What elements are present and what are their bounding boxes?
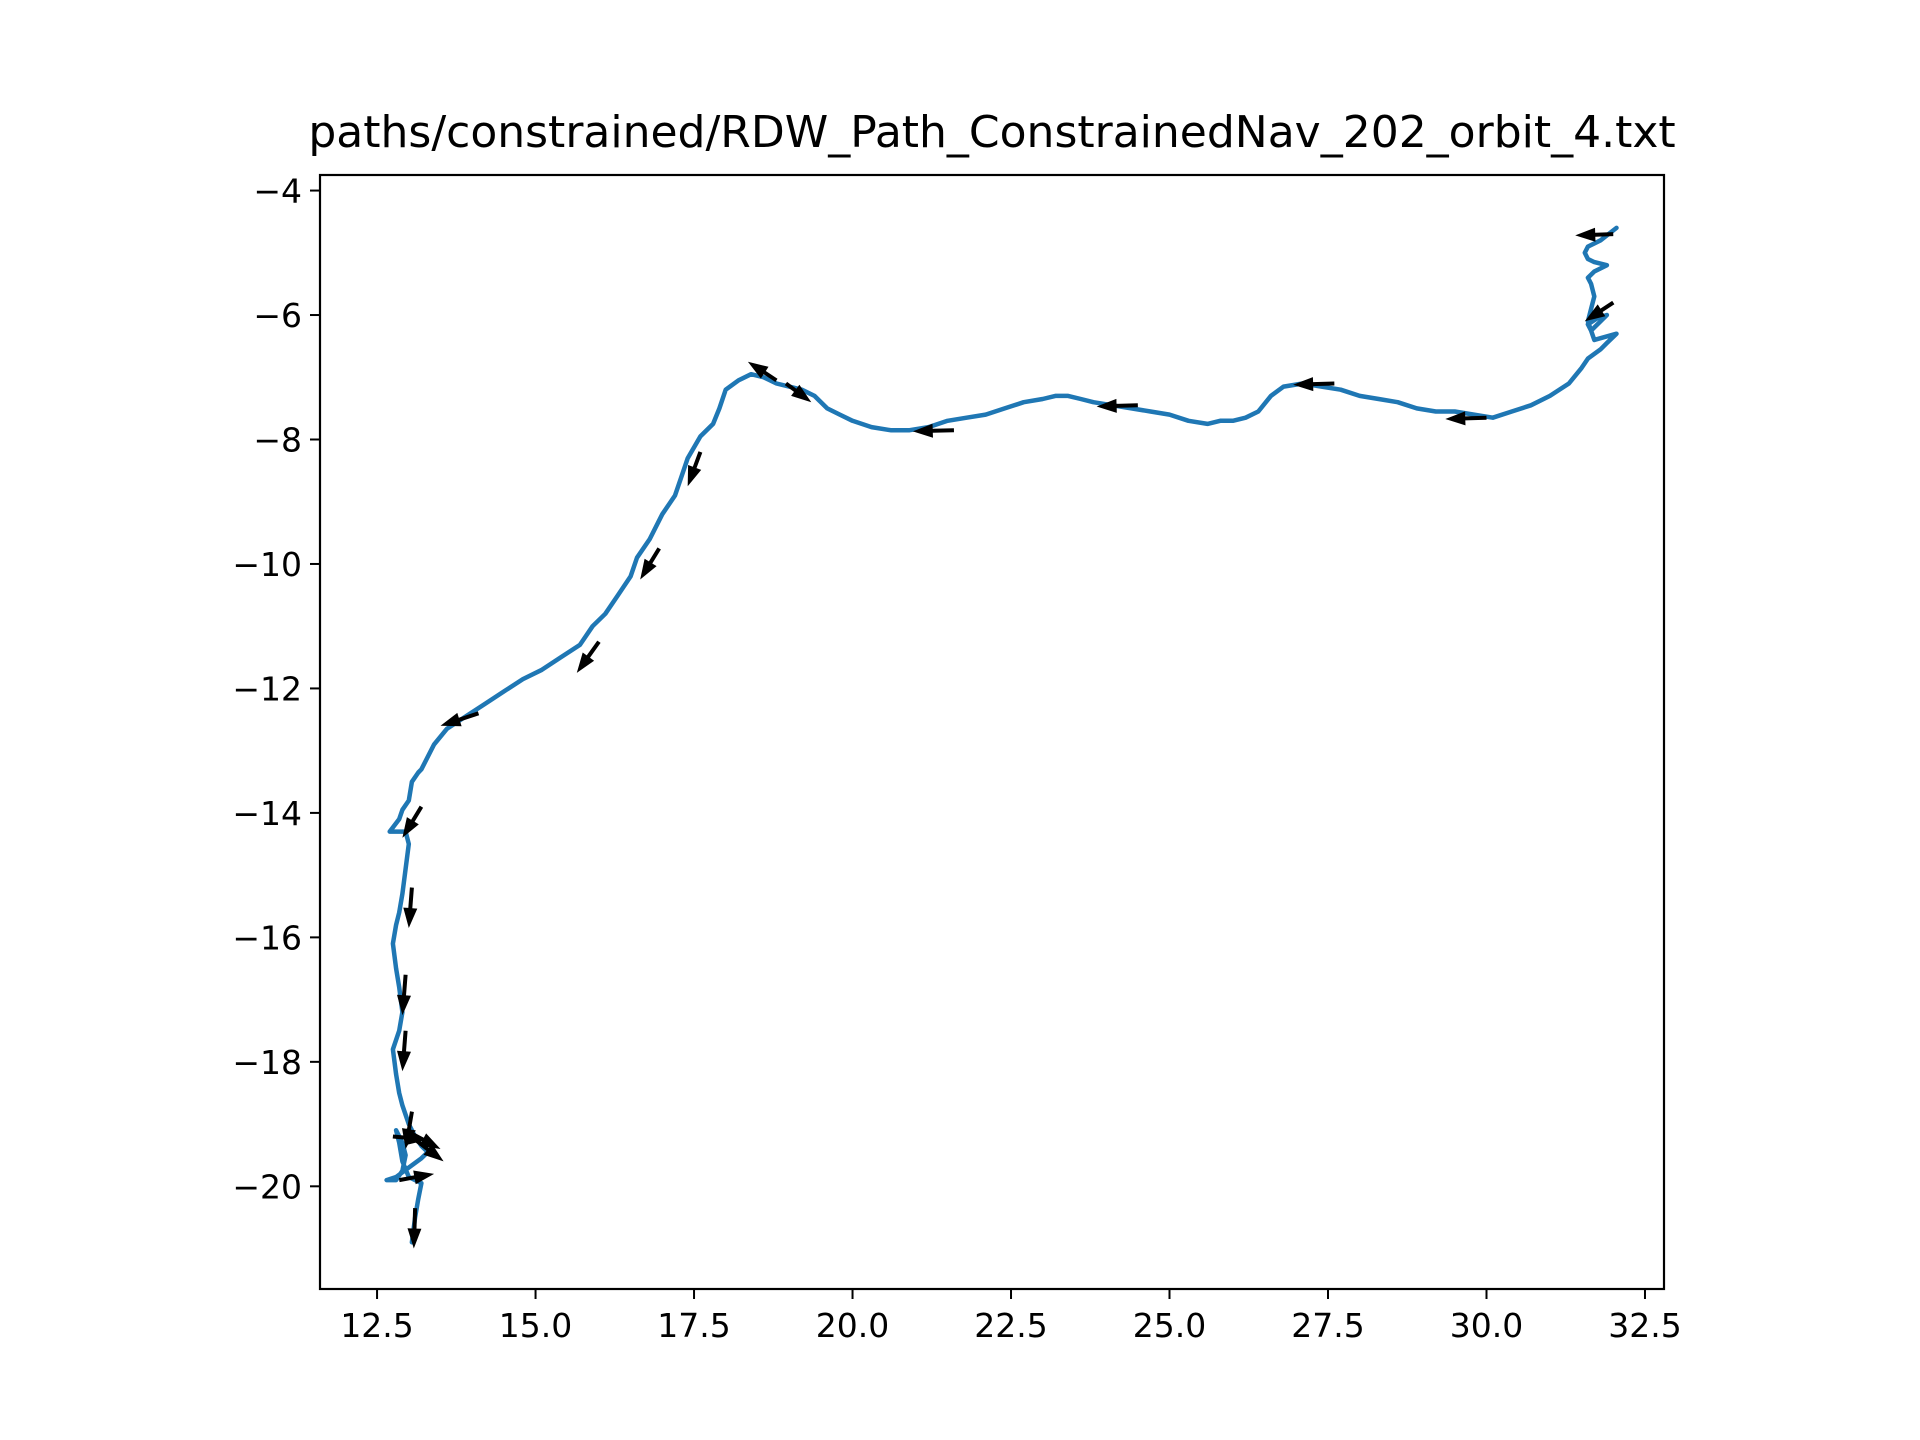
heading-arrow [397, 1030, 411, 1072]
x-tick-label: 15.0 [499, 1306, 572, 1345]
heading-arrow [403, 887, 418, 928]
x-tick-label: 25.0 [1133, 1306, 1206, 1345]
axes-frame [318, 173, 1666, 1291]
y-axis: −4 −6 −8 −10 −12 −14 −16 −18 −20 [232, 172, 320, 1206]
y-tick-label: −12 [232, 669, 302, 708]
heading-arrow [397, 974, 411, 1016]
x-tick-label: 32.5 [1608, 1306, 1681, 1345]
heading-arrow [440, 711, 480, 727]
y-tick-label: −10 [232, 545, 302, 584]
y-tick-label: −4 [253, 172, 302, 211]
x-tick-label: 27.5 [1291, 1306, 1364, 1345]
heading-arrow [1575, 227, 1614, 242]
heading-arrow [576, 640, 601, 673]
heading-arrow [413, 1138, 444, 1162]
heading-arrow [687, 451, 703, 487]
heading-arrow [784, 381, 812, 403]
y-tick-label: −16 [232, 918, 302, 957]
plot-area [318, 173, 1666, 1291]
heading-arrow [407, 1208, 422, 1249]
y-tick-label: −8 [253, 420, 302, 459]
chart-title: paths/constrained/RDW_Path_ConstrainedNa… [308, 107, 1675, 158]
y-tick-label: −20 [232, 1167, 302, 1206]
x-tick-label: 22.5 [974, 1306, 1047, 1345]
heading-arrow [1293, 377, 1335, 392]
heading-arrow [404, 1128, 441, 1149]
heading-arrow [912, 423, 954, 438]
x-tick-label: 20.0 [816, 1306, 889, 1345]
y-tick-label: −6 [253, 296, 302, 335]
heading-arrow [747, 361, 778, 382]
heading-arrow [1584, 300, 1615, 322]
heading-arrow [1445, 411, 1487, 426]
x-tick-label: 12.5 [340, 1306, 413, 1345]
heading-arrows [392, 227, 1615, 1249]
x-axis: 12.5 15.0 17.5 20.0 22.5 25.0 27.5 30.0 32.5 [340, 1289, 1682, 1345]
x-tick-label: 30.0 [1450, 1306, 1523, 1345]
heading-arrow [398, 1170, 435, 1185]
y-tick-label: −14 [232, 794, 302, 833]
heading-arrow [640, 547, 661, 580]
heading-arrow [1096, 398, 1138, 413]
x-tick-label: 17.5 [657, 1306, 730, 1345]
heading-arrow [402, 805, 424, 838]
y-tick-label: −18 [232, 1043, 302, 1082]
